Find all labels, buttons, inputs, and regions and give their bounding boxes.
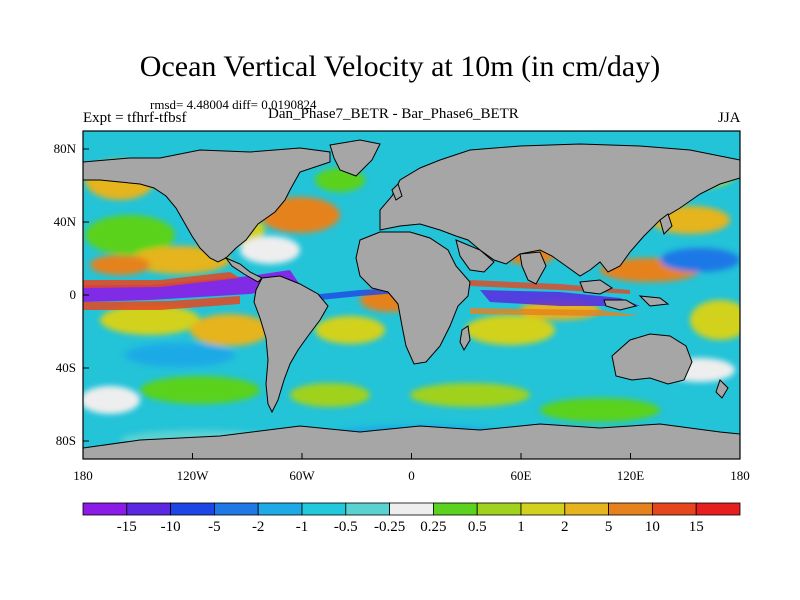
colorbar-swatch	[257, 502, 303, 516]
colorbar-label: 1	[517, 519, 525, 535]
north-america	[83, 147, 331, 263]
colorbar-swatch	[476, 502, 522, 516]
colorbar-labels: -15 -10 -5 -2 -1 -0.5 -0.25 0.25 0.5 1 2 5 10 15	[117, 519, 704, 535]
greenland	[329, 139, 381, 177]
lat-axis: 80N 40N 0 40S 80S	[54, 141, 89, 448]
lat-tick-label: 40S	[56, 360, 76, 375]
map-title: Ocean Vertical Velocity at 10m (in cm/da…	[139, 50, 661, 83]
lon-tick-label: 180	[730, 468, 750, 483]
lat-tick-label: 80N	[54, 141, 77, 156]
south-america	[253, 275, 329, 414]
lon-tick-label: 60W	[289, 468, 315, 483]
colorbar-swatch	[82, 502, 128, 516]
colorbar-label: -0.5	[334, 519, 358, 535]
equatorial-band	[83, 270, 640, 316]
colorbar-label: -5	[208, 519, 221, 535]
colorbar-swatch	[389, 502, 434, 516]
colorbar-label: 5	[605, 519, 613, 535]
lon-tick-label: 120E	[617, 468, 645, 483]
colorbar-label: -2	[252, 519, 265, 535]
lon-tick-label: 0	[408, 468, 415, 483]
colorbar-swatch	[564, 502, 609, 516]
colorbar-swatch	[695, 502, 741, 516]
lon-tick-label: 60E	[511, 468, 532, 483]
colorbar-swatch	[301, 502, 347, 516]
lat-tick-label: 80S	[56, 433, 76, 448]
colorbar-label: 15	[689, 519, 704, 535]
lon-tick-label: 120W	[177, 468, 210, 483]
map-area	[83, 131, 740, 459]
colorbar-label: -15	[117, 519, 137, 535]
case-label: Dan_Phase7_BETR - Bar_Phase6_BETR	[268, 106, 519, 122]
lat-tick-label: 40N	[54, 214, 77, 229]
stats-text: rmsd= 4.48004 diff= 0.0190824	[150, 97, 317, 112]
colorbar-label: 0.25	[420, 519, 446, 535]
lon-axis: 180 120W 60W 0 60E 120E 180	[73, 453, 750, 483]
africa	[355, 231, 471, 365]
colorbar-label: 10	[645, 519, 660, 535]
colorbar-swatch	[170, 502, 215, 516]
colorbar	[82, 502, 741, 516]
colorbar-label: -10	[161, 519, 181, 535]
colorbar-swatch	[652, 502, 697, 516]
colorbar-swatch	[345, 502, 390, 516]
season-label: JJA	[718, 110, 741, 126]
colorbar-swatch	[432, 502, 478, 516]
colorbar-label: -1	[296, 519, 309, 535]
colorbar-swatch	[520, 502, 566, 516]
antarctica	[83, 423, 740, 459]
colorbar-label: 2	[561, 519, 569, 535]
colorbar-label: 0.5	[468, 519, 487, 535]
lat-tick-label: 0	[70, 287, 77, 302]
colorbar-label: -0.25	[374, 519, 405, 535]
colorbar-swatch	[126, 502, 172, 516]
colorbar-swatch	[213, 502, 259, 516]
australia	[611, 333, 693, 385]
land-masses	[83, 139, 740, 459]
lon-tick-label: 180	[73, 468, 93, 483]
colorbar-swatch	[608, 502, 653, 516]
experiment-label: Expt = tfhrf-tfbsf	[83, 110, 187, 126]
